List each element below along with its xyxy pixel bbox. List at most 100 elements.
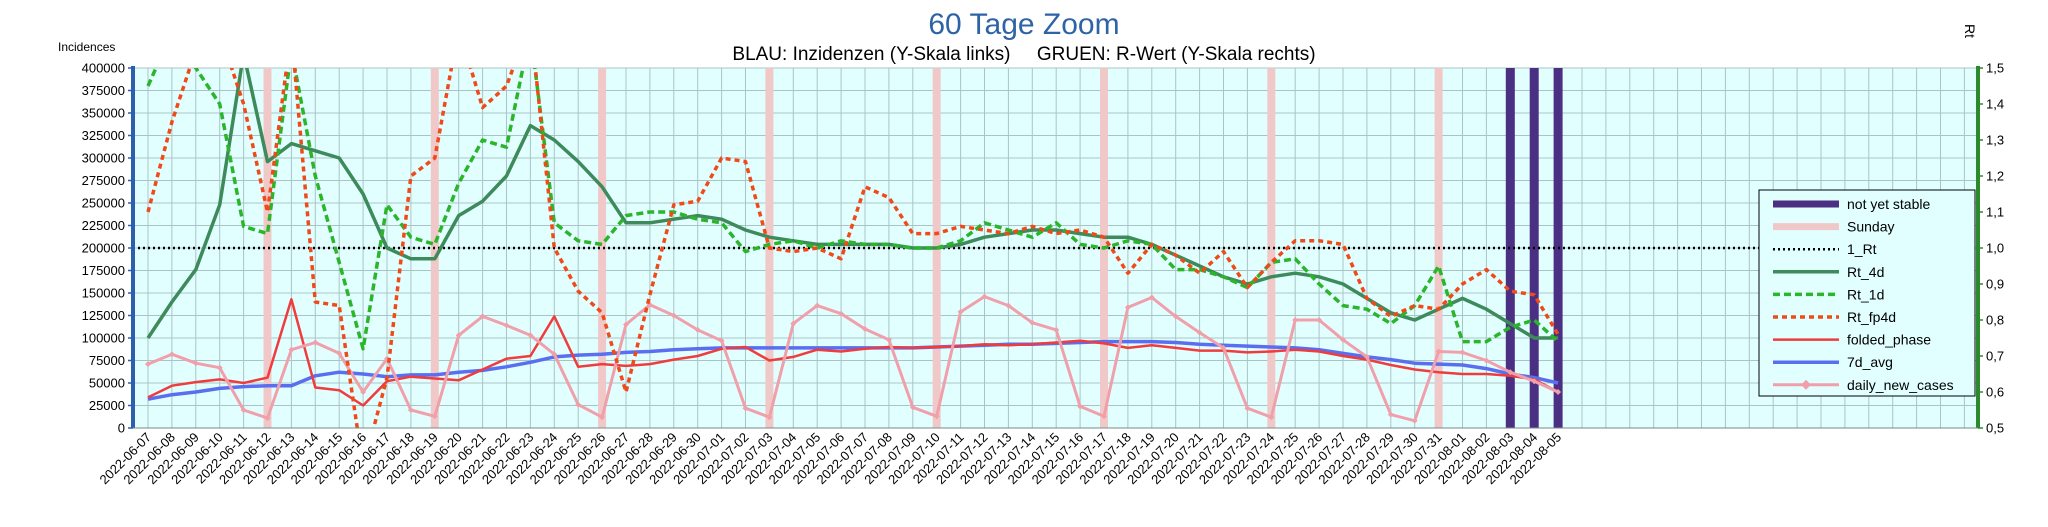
legend-label: Sunday [1847,219,1894,235]
data-point-daily-new-cases [957,308,964,315]
data-point-daily-new-cases [1411,417,1418,424]
data-point-daily-new-cases [1101,413,1107,420]
legend-label: Rt_fp4d [1847,309,1896,325]
data-point-daily-new-cases [862,326,868,332]
data-point-daily-new-cases [1340,336,1346,343]
y-tick-label-right: 0,8 [1986,313,2004,328]
y-tick-label-left: 375000 [82,83,125,98]
y-tick-label-left: 0 [118,421,125,436]
y-tick-label-left: 350000 [82,106,125,121]
data-point-daily-new-cases [1531,378,1538,385]
legend-label: Rt_1d [1847,286,1884,302]
data-point-daily-new-cases [1244,405,1251,412]
sunday-band [1267,68,1276,428]
data-point-daily-new-cases [407,407,414,413]
y-tick-label-right: 0,5 [1986,421,2004,436]
y-tick-label-left: 50000 [89,376,125,391]
data-point-daily-new-cases [1363,353,1370,360]
data-point-daily-new-cases [1555,389,1562,395]
y-tick-label-right: 0,6 [1986,385,2004,400]
data-point-daily-new-cases [192,360,199,367]
data-point-daily-new-cases [551,351,558,358]
chart-subtitle: BLAU: Inzidenzen (Y-Skala links) GRUEN: … [732,44,1316,65]
data-point-daily-new-cases [766,414,773,421]
data-point-daily-new-cases [838,310,845,317]
sunday-band [598,68,607,428]
series-Rt-4d [146,68,1559,340]
y-tick-label-left: 225000 [82,218,125,233]
y-axis-left-label: Incidences [58,40,116,54]
y-tick-label-right: 1,2 [1986,169,2004,184]
y-tick-label-right: 0,7 [1986,349,2004,364]
data-point-daily-new-cases [216,364,223,371]
data-point-daily-new-cases [1172,313,1179,320]
data-point-daily-new-cases [1220,344,1227,351]
data-point-daily-new-cases [790,320,797,327]
legend-label: not yet stable [1847,196,1930,212]
chart-title: 60 Tage Zoom [928,8,1120,41]
y-tick-label-left: 125000 [82,308,125,323]
y-tick-label-left: 325000 [82,128,125,143]
y-tick-label-left: 100000 [82,331,125,346]
series-7d-avg [147,339,1559,401]
data-point-daily-new-cases [718,337,725,344]
data-point-daily-new-cases [145,361,151,368]
legend-label: 1_Rt [1847,241,1877,257]
data-point-daily-new-cases [312,339,319,346]
data-point-daily-new-cases [168,351,175,358]
data-point-daily-new-cases [1483,357,1490,364]
data-point-daily-new-cases [288,346,295,353]
y-tick-label-right: 1,5 [1986,61,2004,76]
y-tick-label-left: 175000 [82,263,125,278]
y-tick-label-right: 1,4 [1986,97,2004,112]
y-tick-label-left: 25000 [89,398,125,413]
data-point-daily-new-cases [909,404,916,411]
data-point-daily-new-cases [981,293,988,300]
y-tick-label-right: 1,0 [1986,241,2004,256]
legend-marker [1801,379,1811,390]
data-point-daily-new-cases [264,415,271,422]
y-tick-label-left: 250000 [82,196,125,211]
data-point-daily-new-cases [933,413,940,420]
sunday-band [263,68,272,428]
y-tick-label-left: 275000 [82,173,125,188]
data-point-daily-new-cases [455,332,462,339]
y-tick-label-left: 400000 [82,61,125,76]
y-tick-label-right: 0,9 [1986,277,2004,292]
data-point-daily-new-cases [623,321,629,328]
data-point-daily-new-cases [694,326,701,333]
series-Rt-fp4d [146,68,1560,428]
y-tick-label-left: 150000 [82,286,125,301]
data-point-daily-new-cases [742,405,749,412]
data-point-daily-new-cases [885,336,892,343]
y-tick-label-left: 300000 [82,151,125,166]
legend-label: Rt_4d [1847,264,1884,280]
legend-label: 7d_avg [1847,354,1893,370]
data-point-daily-new-cases [1268,414,1275,421]
data-point-daily-new-cases [360,389,367,395]
data-point-daily-new-cases [1316,317,1323,323]
data-point-daily-new-cases [527,332,534,339]
data-point-daily-new-cases [670,312,677,319]
legend-label: folded_phase [1847,332,1931,348]
data-point-daily-new-cases [1005,302,1012,309]
data-point-daily-new-cases [1077,403,1084,410]
data-point-daily-new-cases [1292,317,1299,323]
data-point-daily-new-cases [479,313,486,320]
series-group [145,68,1562,428]
data-point-daily-new-cases [1196,329,1203,336]
y-tick-label-left: 200000 [82,241,125,256]
data-point-daily-new-cases [575,401,582,408]
data-point-daily-new-cases [1435,348,1442,355]
data-point-daily-new-cases [1029,319,1036,326]
data-point-daily-new-cases [431,413,438,420]
data-point-daily-new-cases [1387,411,1394,418]
series-daily-new-cases [147,295,1559,423]
data-point-daily-new-cases [240,407,247,413]
data-point-daily-new-cases [503,322,510,329]
y-tick-label-right: 1,3 [1986,133,2004,148]
legend-label: daily_new_cases [1847,377,1954,393]
data-point-daily-new-cases [1148,294,1155,301]
y-tick-label-right: 1,1 [1986,205,2004,220]
